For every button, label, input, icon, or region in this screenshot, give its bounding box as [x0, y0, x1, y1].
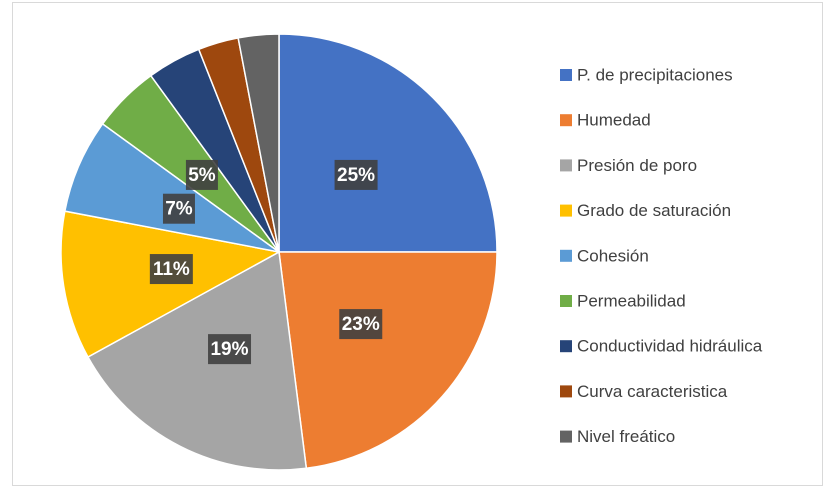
data-label-box	[339, 309, 383, 340]
legend-swatch	[560, 249, 572, 262]
pie-slice	[86, 250, 308, 471]
pie-slice	[237, 33, 280, 253]
legend-label: Permeabilidad	[577, 291, 686, 310]
legend-swatch	[560, 385, 572, 398]
data-label-box	[334, 159, 378, 190]
legend-swatch	[560, 340, 572, 353]
pie-slice	[278, 251, 498, 470]
legend-label: Nivel freático	[577, 427, 675, 446]
legend-swatch	[560, 204, 572, 217]
legend-swatch	[560, 159, 572, 172]
data-label: 11%	[153, 259, 190, 280]
data-label-box	[208, 334, 252, 365]
data-label: 23%	[342, 314, 380, 335]
legend-label: Humedad	[577, 111, 651, 130]
data-label-box	[185, 159, 218, 190]
pie-slice	[60, 210, 282, 359]
legend-swatch	[560, 69, 572, 81]
data-label: 7%	[165, 199, 193, 220]
data-label: 19%	[210, 339, 248, 360]
legend-label: Cohesión	[577, 246, 649, 265]
legend-label: P. de precipitaciones	[577, 65, 733, 84]
data-label: 5%	[188, 165, 216, 186]
data-label-box	[162, 193, 195, 224]
data-label-box	[149, 254, 193, 285]
data-label: 25%	[337, 165, 375, 186]
legend-swatch	[560, 430, 572, 443]
legend-label: Curva caracteristica	[577, 382, 728, 401]
legend-swatch	[560, 295, 572, 307]
legend-label: Conductividad hidráulica	[577, 337, 763, 356]
pie-slice	[278, 33, 498, 253]
legend-label: Presión de poro	[577, 156, 697, 175]
legend-label: Grado de saturación	[577, 201, 731, 220]
legend-swatch	[560, 114, 572, 127]
